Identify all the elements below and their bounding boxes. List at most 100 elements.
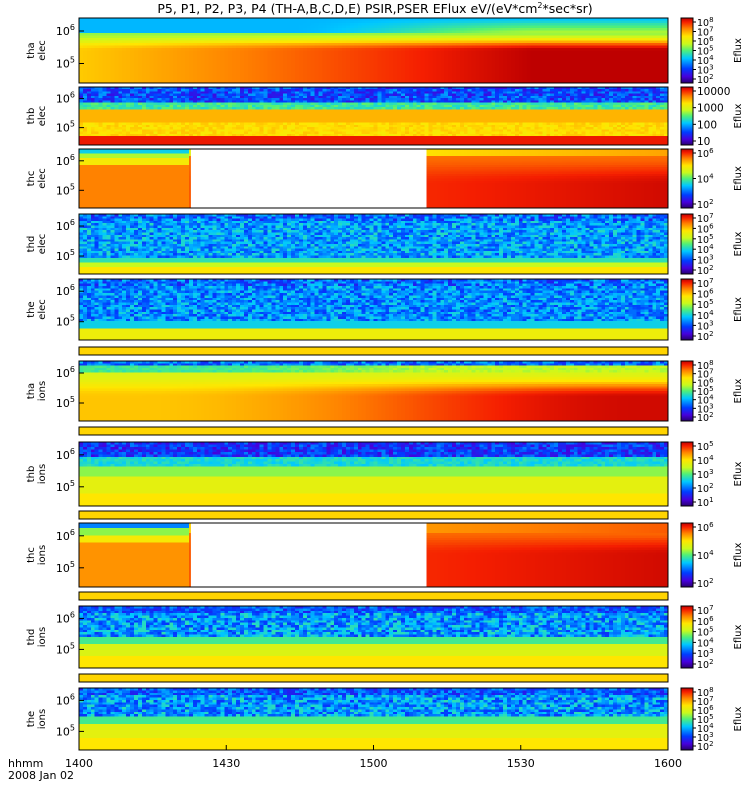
data-gap-thc-elec [191, 149, 427, 208]
panel-label-thb-ions: thb [26, 466, 37, 483]
x-tick-label: 1430 [212, 757, 240, 770]
y-tick-label: 105 [56, 314, 75, 329]
y-tick-label: 106 [56, 365, 75, 380]
colorbar-tick-label: 102 [697, 658, 714, 671]
colorbar-tick-label: 104 [697, 549, 714, 562]
colorbar-the-ions [681, 688, 693, 750]
colorbar-label: Eflux [733, 231, 744, 256]
spectrogram-thb-ions [79, 442, 669, 507]
spectrogram-thb-elec [79, 87, 669, 146]
separator-strip [79, 427, 668, 435]
colorbar-thc-ions [681, 523, 693, 587]
colorbar-label: Eflux [733, 103, 744, 128]
y-tick-label: 106 [56, 447, 75, 462]
colorbar-label: Eflux [733, 297, 744, 322]
panel-sublabel-thb-elec: elec [37, 106, 48, 127]
panel-sublabel-tha-elec: elec [37, 40, 48, 61]
colorbar-tick-label: 104 [697, 454, 714, 467]
colorbar-thd-elec [681, 214, 693, 274]
panel-sublabel-thc-ions: ions [37, 545, 48, 565]
colorbar-thc-elec [681, 149, 693, 208]
panel-sublabel-thd-elec: elec [37, 234, 48, 255]
y-tick-label: 105 [56, 56, 75, 71]
y-tick-label: 105 [56, 120, 75, 135]
colorbar-tha-ions [681, 361, 693, 421]
colorbar-tick-label: 10000 [697, 86, 730, 98]
colorbar-tick-label: 102 [697, 330, 714, 343]
panel-label-thb-elec: thb [26, 108, 37, 125]
panel-sublabel-thb-ions: ions [37, 464, 48, 484]
colorbar-label: Eflux [733, 461, 744, 486]
colorbar-tick-label: 106 [697, 147, 714, 160]
y-tick-label: 105 [56, 641, 75, 656]
y-tick-label: 106 [56, 153, 75, 168]
panel-sublabel-the-elec: elec [37, 299, 48, 320]
spectrogram-the-elec [79, 279, 669, 341]
separator-strip [79, 674, 668, 682]
data-gap-thc-ions [191, 523, 427, 587]
y-tick-label: 106 [56, 528, 75, 543]
panel-label-tha-ions: tha [26, 383, 37, 399]
spectrogram-tha-ions [79, 361, 669, 422]
colorbar-thb-elec [681, 87, 693, 145]
y-tick-label: 105 [56, 479, 75, 494]
colorbar-tick-label: 102 [697, 482, 714, 495]
colorbar-label: Eflux [733, 38, 744, 63]
spectrogram-thd-elec [79, 214, 669, 275]
y-tick-label: 105 [56, 395, 75, 410]
spectrogram-figure: P5, P1, P2, P3, P4 (TH-A,B,C,D,E) PSIR,P… [0, 0, 750, 800]
chart-title: P5, P1, P2, P3, P4 (TH-A,B,C,D,E) PSIR,P… [157, 1, 592, 16]
panel-label-the-elec: the [26, 301, 37, 317]
y-tick-label: 106 [56, 283, 75, 298]
y-tick-label: 105 [56, 723, 75, 738]
y-tick-label: 106 [56, 218, 75, 233]
colorbar-tick-label: 1000 [697, 103, 724, 115]
colorbar-tick-label: 102 [697, 411, 714, 424]
colorbar-tick-label: 100 [697, 119, 717, 131]
colorbar-label: Eflux [733, 542, 744, 567]
colorbar-label: Eflux [733, 166, 744, 191]
y-tick-label: 106 [56, 23, 75, 38]
colorbar-the-elec [681, 279, 693, 340]
panel-label-the-ions: the [26, 711, 37, 727]
panel-sublabel-thd-ions: ions [37, 627, 48, 647]
y-tick-label: 105 [56, 248, 75, 263]
colorbar-thd-ions [681, 606, 693, 668]
colorbar-tick-label: 102 [697, 264, 714, 277]
spectrogram-thd-ions [79, 606, 669, 669]
separator-strip [79, 511, 668, 519]
y-tick-label: 105 [56, 182, 75, 197]
spectrogram-tha-elec [79, 18, 669, 84]
x-tick-label: 1530 [507, 757, 535, 770]
y-tick-label: 106 [56, 692, 75, 707]
colorbar-tick-label: 106 [697, 521, 714, 534]
panel-label-thc-ions: thc [26, 547, 37, 563]
colorbar-label: Eflux [733, 378, 744, 403]
panel-label-thd-elec: thd [26, 236, 37, 253]
colorbar-tick-label: 101 [697, 496, 714, 509]
panel-sublabel-the-ions: ions [37, 709, 48, 729]
colorbar-tick-label: 103 [697, 468, 714, 481]
colorbar-tick-label: 102 [697, 198, 714, 211]
y-tick-label: 106 [56, 610, 75, 625]
colorbar-tick-label: 105 [697, 440, 714, 453]
colorbar-label: Eflux [733, 624, 744, 649]
colorbar-tick-label: 102 [697, 577, 714, 590]
separator-strip [79, 592, 668, 600]
x-axis-date: 2008 Jan 02 [8, 769, 74, 782]
x-tick-label: 1500 [360, 757, 388, 770]
colorbar-label: Eflux [733, 706, 744, 731]
colorbar-tick-label: 102 [697, 740, 714, 753]
panel-label-tha-elec: tha [26, 42, 37, 58]
panel-label-thc-elec: thc [26, 171, 37, 187]
separator-strip [79, 347, 668, 355]
